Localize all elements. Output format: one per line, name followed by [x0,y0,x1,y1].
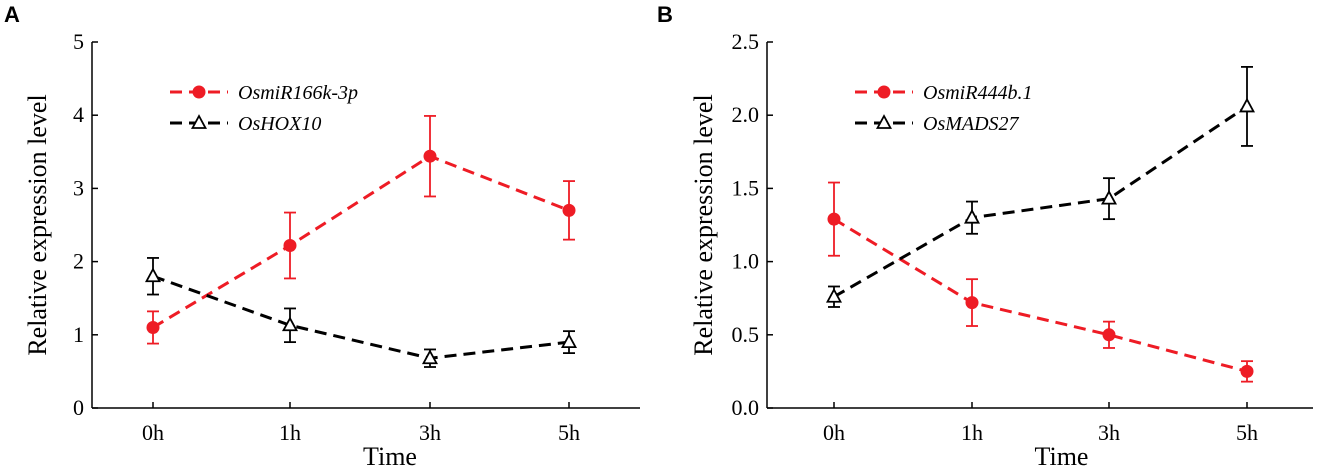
x-axis-title: Time [1035,442,1089,470]
legend-label: OsmiR444b.1 [923,82,1032,104]
y-tick-label: 1.5 [732,175,760,200]
data-point [144,267,162,283]
legend-marker [875,114,893,129]
y-tick-label: 0.0 [732,395,760,420]
series-osmads27 [825,65,1256,308]
legend-entry: OsmiR444b.1 [855,82,1032,104]
x-tick-label: 0h [823,420,845,445]
series-osmir166k-3p [146,115,576,345]
series-osmir444b-1 [827,181,1254,383]
y-tick-label: 2 [73,249,84,274]
series-oshox10 [144,257,578,368]
y-tick-label: 3 [73,175,84,200]
chart-panel-b: B 0.0 0.5 1.0 1.5 2.0 2.5 0h 1h 3h 5h Time Relative … [657,2,1313,470]
data-point [1238,97,1256,113]
x-axis-title: Time [363,442,417,470]
series-line [152,274,570,360]
legend-marker [192,85,206,99]
x-tick-label: 3h [1098,420,1120,445]
data-point [965,296,979,310]
data-point [825,287,843,303]
legend-label: OsMADS27 [923,113,1020,135]
data-point [421,349,439,365]
y-tick-label: 5 [73,29,84,54]
data-point [963,208,981,224]
legend-entry: OsMADS27 [855,113,1020,135]
data-point [827,212,841,226]
data-point [1100,189,1118,205]
legend-entry: OsmiR166k-3p [170,82,358,104]
series-line [833,217,1248,373]
y-tick-label: 2.5 [732,29,760,54]
legend-marker [190,114,208,129]
data-point [1102,328,1116,342]
y-tick-label: 2.0 [732,102,760,127]
data-point [560,333,578,349]
series-line [833,105,1248,299]
data-point [146,320,160,334]
panel-label: B [657,2,673,27]
data-point [281,316,299,332]
legend-entry: OsHOX10 [170,113,321,135]
series-line [152,154,570,329]
y-axis-title: Relative expression level [689,94,718,355]
y-tick-label: 0.5 [732,322,760,347]
y-axis-title: Relative expression level [23,94,52,355]
y-tick-label: 1.0 [732,249,760,274]
x-tick-label: 1h [961,420,983,445]
data-point [283,238,297,252]
legend-label: OsHOX10 [238,113,321,135]
y-tick-label: 0 [73,395,84,420]
legend-marker [877,85,891,99]
panel-label: A [4,2,20,27]
y-tick-label: 4 [73,102,84,127]
data-point [1240,364,1254,378]
x-tick-label: 5h [1236,420,1258,445]
legend-label: OsmiR166k-3p [238,82,358,104]
chart-panel-a: A 0 1 2 3 4 5 0h 1h 3h 5h Time Relative expression l… [4,2,640,470]
data-point [562,203,576,217]
x-tick-label: 1h [279,420,301,445]
x-tick-label: 0h [142,420,164,445]
y-tick-label: 1 [73,322,84,347]
data-point [423,149,437,163]
x-tick-label: 3h [419,420,441,445]
x-tick-label: 5h [558,420,580,445]
